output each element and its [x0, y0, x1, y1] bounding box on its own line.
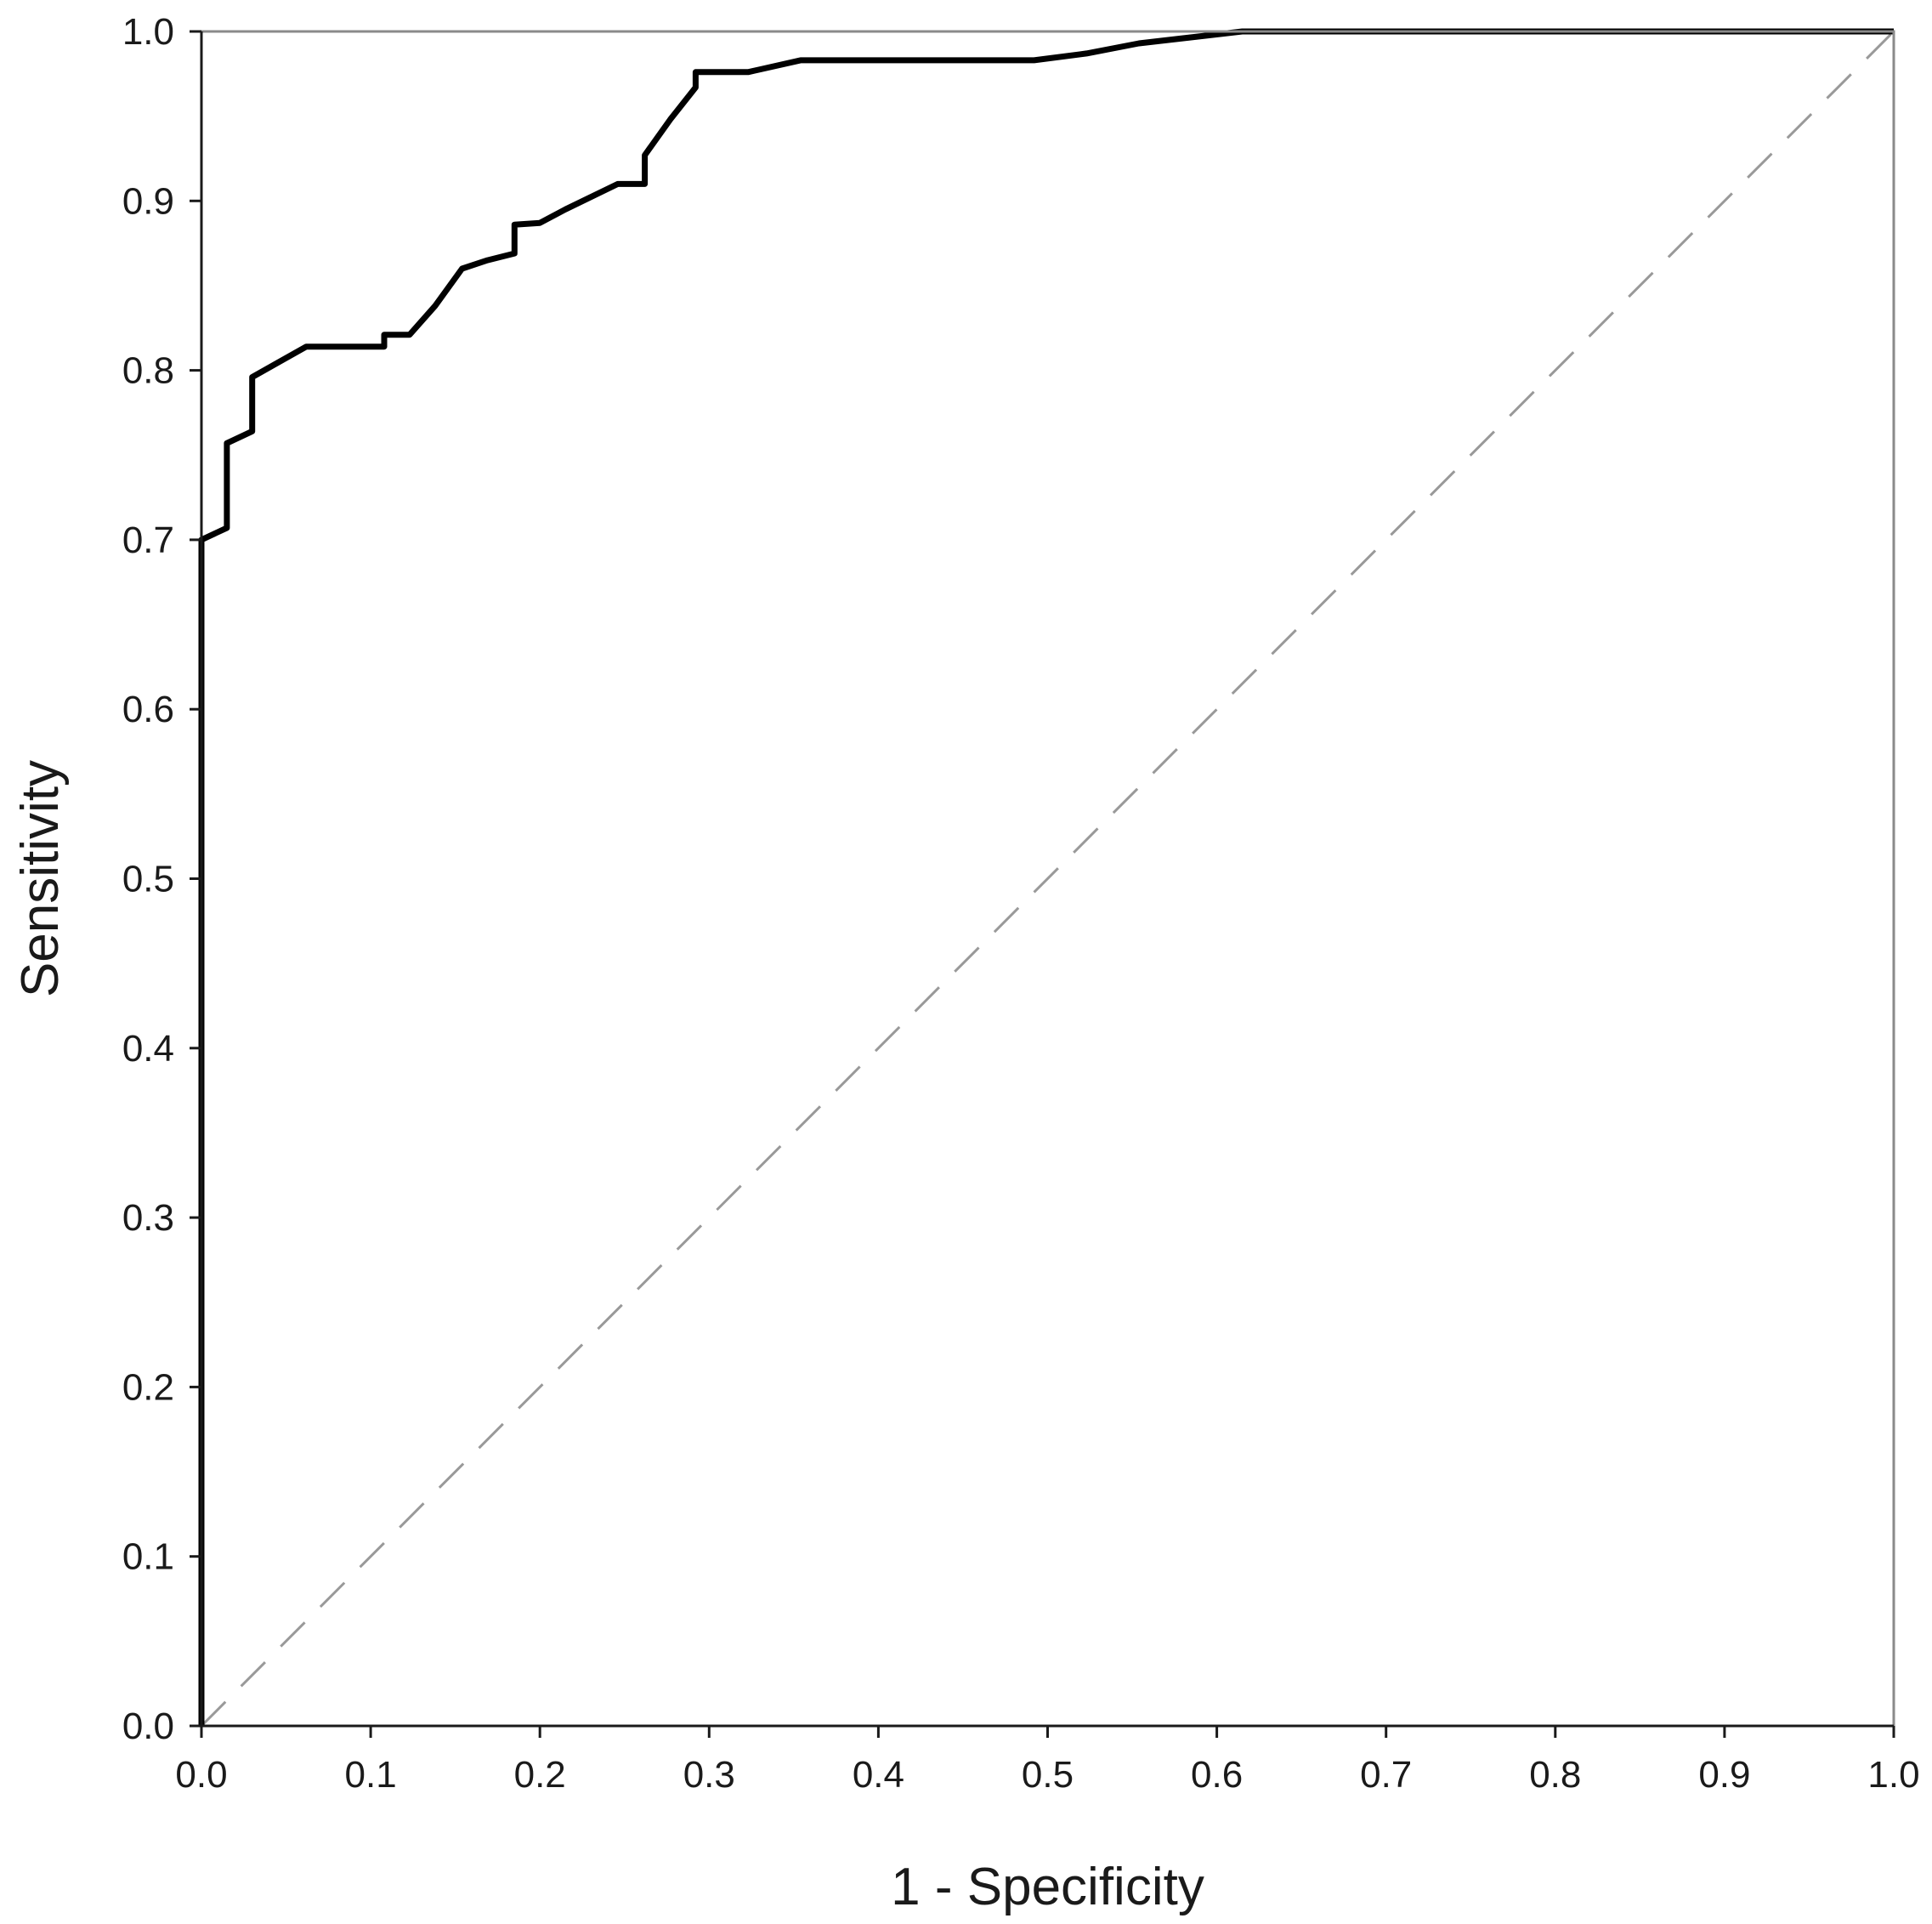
y-tick-label: 0.8 — [122, 350, 174, 392]
x-tick-label: 0.2 — [514, 1754, 566, 1796]
reference-diagonal-line — [200, 30, 1895, 1728]
y-tick-label: 0.9 — [122, 180, 174, 222]
x-tick-label: 0.5 — [1022, 1754, 1074, 1796]
y-tick-label: 0.7 — [122, 519, 174, 561]
x-tick-label: 0.9 — [1698, 1754, 1750, 1796]
y-axis-ticks: 0.0 0.1 0.2 0.3 0.4 0.5 0.6 0.7 0.8 0.9 1.0 — [122, 11, 201, 1747]
y-tick-label: 0.2 — [122, 1366, 174, 1408]
y-axis-title: Sensitivity — [11, 760, 70, 997]
y-tick-label: 0.0 — [122, 1705, 174, 1747]
y-tick-label: 0.5 — [122, 859, 174, 900]
y-tick-label: 0.3 — [122, 1197, 174, 1239]
roc-curve-line — [198, 28, 1894, 1726]
x-tick-label: 0.6 — [1191, 1754, 1243, 1796]
x-tick-label: 0.8 — [1529, 1754, 1581, 1796]
x-tick-label: 0.0 — [175, 1754, 227, 1796]
y-tick-label: 0.4 — [122, 1028, 174, 1070]
curve-layer — [198, 28, 1894, 1726]
x-axis-title: 1 - Specificity — [891, 1858, 1204, 1916]
y-tick-label: 0.1 — [122, 1536, 174, 1578]
x-tick-label: 0.1 — [345, 1754, 397, 1796]
x-axis-ticks: 0.0 0.1 0.2 0.3 0.4 0.5 0.6 0.7 0.8 0.9 1.0 — [175, 1726, 1920, 1796]
x-tick-label: 0.7 — [1360, 1754, 1412, 1796]
x-tick-label: 0.4 — [853, 1754, 904, 1796]
x-tick-label: 1.0 — [1867, 1754, 1919, 1796]
y-tick-label: 0.6 — [122, 689, 174, 730]
y-tick-label: 1.0 — [122, 11, 174, 53]
x-tick-label: 0.3 — [683, 1754, 735, 1796]
diagonal-layer — [200, 30, 1895, 1728]
